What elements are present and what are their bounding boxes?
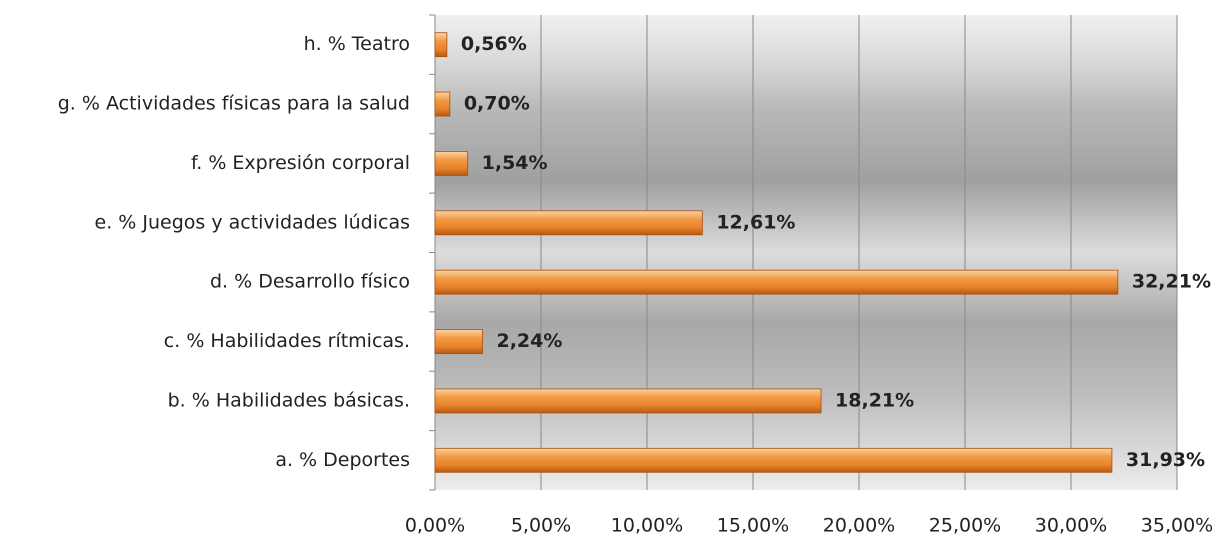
- bar: [434, 151, 469, 176]
- value-label: 12,61%: [716, 211, 795, 233]
- x-tick-label: 25,00%: [929, 515, 1001, 537]
- x-tick-label: 20,00%: [823, 515, 895, 537]
- y-tick-label: c. % Habilidades rítmicas.: [164, 330, 410, 352]
- x-tick-label: 15,00%: [717, 515, 789, 537]
- x-tick-label: 35,00%: [1141, 515, 1213, 537]
- y-tick-label: g. % Actividades físicas para la salud: [58, 93, 410, 115]
- value-label: 18,21%: [835, 389, 914, 411]
- value-label: 0,56%: [461, 33, 527, 55]
- y-tick-label: a. % Deportes: [275, 449, 410, 471]
- y-tick-label: b. % Habilidades básicas.: [168, 389, 410, 411]
- value-label: 31,93%: [1126, 449, 1205, 471]
- bar: [434, 388, 822, 414]
- value-label: 0,70%: [464, 93, 530, 115]
- bar: [434, 329, 483, 354]
- y-tick-label: f. % Expresión corporal: [191, 152, 410, 174]
- plot-background: [435, 15, 1177, 490]
- x-tick-label: 5,00%: [511, 515, 571, 537]
- x-tick-label: 10,00%: [611, 515, 683, 537]
- bar: [434, 32, 448, 58]
- y-tick-label: h. % Teatro: [304, 33, 410, 55]
- x-tick-label: 0,00%: [405, 515, 465, 537]
- bar: [434, 269, 1119, 295]
- x-tick-label: 30,00%: [1035, 515, 1107, 537]
- bar: [434, 210, 703, 236]
- bar: [434, 91, 451, 117]
- value-label: 2,24%: [496, 330, 562, 352]
- y-tick-label: e. % Juegos y actividades lúdicas: [95, 211, 411, 233]
- bar: [434, 447, 1113, 473]
- value-label: 1,54%: [482, 152, 548, 174]
- y-tick-label: d. % Desarrollo físico: [210, 271, 410, 293]
- value-label: 32,21%: [1132, 271, 1211, 293]
